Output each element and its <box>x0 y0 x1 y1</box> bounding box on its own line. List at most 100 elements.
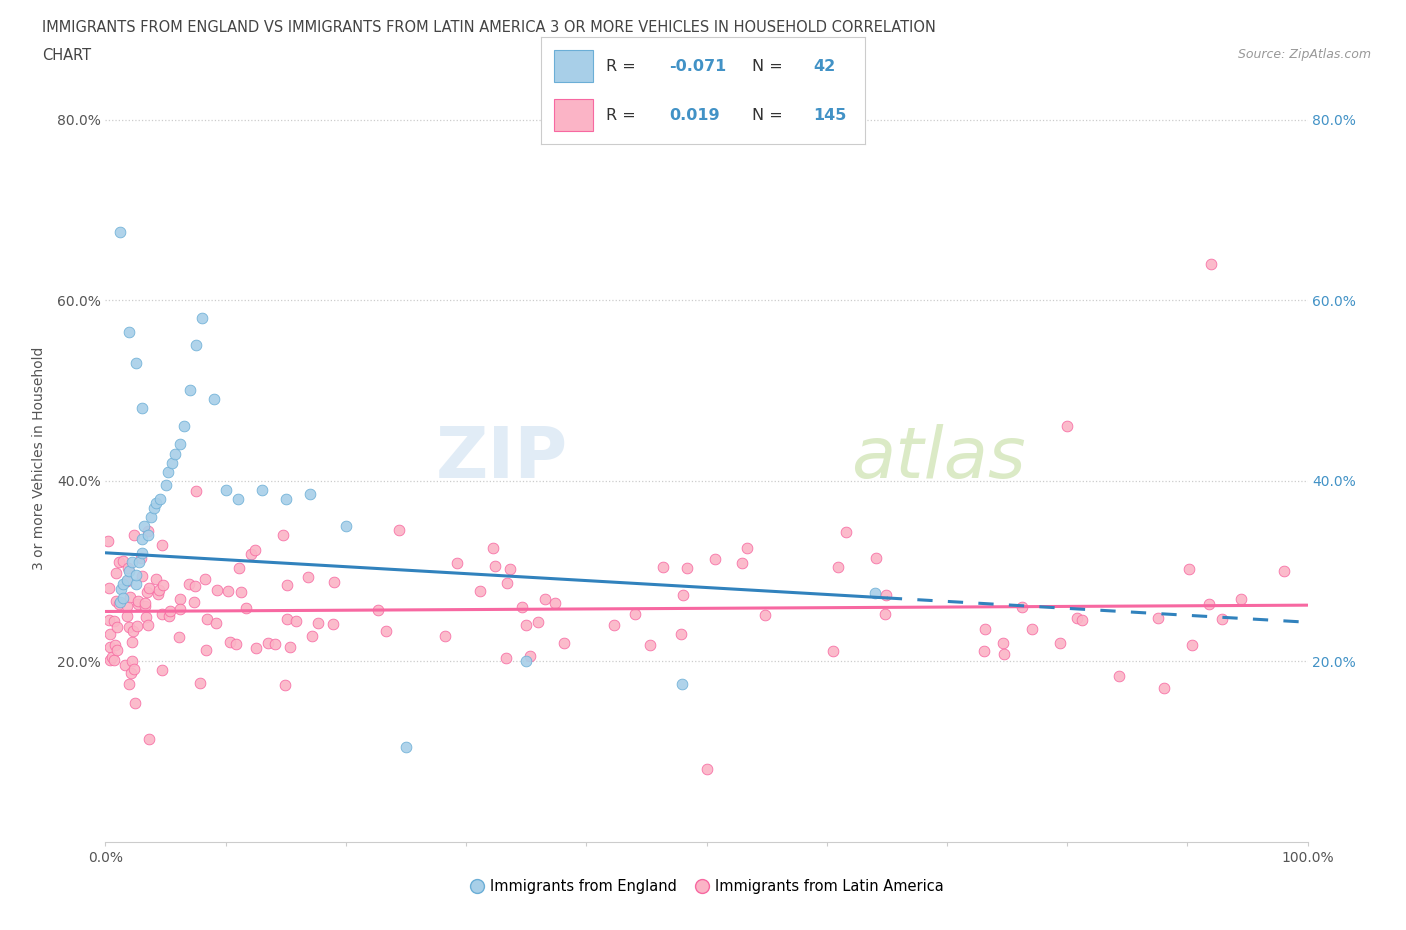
Point <box>122 527 145 542</box>
Point <box>139 510 162 525</box>
Point <box>135 609 157 624</box>
Point <box>124 696 146 711</box>
Point <box>98 613 121 628</box>
Point <box>240 547 263 562</box>
Point <box>231 585 253 600</box>
Point <box>127 596 149 611</box>
Point <box>108 225 131 240</box>
Point <box>188 676 211 691</box>
Text: atlas: atlas <box>851 423 1025 493</box>
Point <box>298 486 321 501</box>
Point <box>875 588 897 603</box>
Point <box>121 554 143 569</box>
Point <box>136 527 159 542</box>
Point <box>553 635 575 650</box>
Point <box>395 739 418 754</box>
Point <box>482 540 505 555</box>
Point <box>134 595 156 610</box>
Point <box>271 528 294 543</box>
Point <box>307 616 329 631</box>
Point <box>1178 562 1201 577</box>
Point <box>169 602 191 617</box>
Point <box>121 634 143 649</box>
Point <box>603 618 626 632</box>
Point <box>117 608 139 623</box>
Point <box>165 446 187 461</box>
Point <box>284 614 307 629</box>
Point <box>468 584 491 599</box>
Point <box>274 677 297 692</box>
Point <box>1108 669 1130 684</box>
Text: ZIP: ZIP <box>436 423 568 493</box>
Point <box>124 568 146 583</box>
Text: N =: N = <box>751 108 787 123</box>
Point <box>194 643 217 658</box>
Text: 145: 145 <box>813 108 846 123</box>
Point <box>169 591 191 606</box>
Text: CHART: CHART <box>42 48 91 63</box>
Point <box>974 621 997 636</box>
Point <box>214 482 236 497</box>
Point <box>131 401 153 416</box>
Point <box>134 599 156 614</box>
Point <box>132 518 155 533</box>
Point <box>120 665 142 680</box>
Point <box>194 572 217 587</box>
Point <box>108 597 131 612</box>
Point <box>671 676 693 691</box>
Point <box>135 584 157 599</box>
Point <box>177 577 200 591</box>
Point <box>278 640 301 655</box>
Point <box>1230 591 1253 606</box>
Point <box>150 663 173 678</box>
Text: -0.071: -0.071 <box>669 59 727 73</box>
Point <box>125 618 148 633</box>
Point <box>129 551 152 565</box>
Point <box>148 582 170 597</box>
Point <box>98 627 121 642</box>
Point <box>202 392 225 406</box>
Point <box>484 559 506 574</box>
Point <box>184 338 207 352</box>
Point <box>827 560 849 575</box>
Point <box>156 464 179 479</box>
Point <box>118 676 141 691</box>
Point <box>112 577 135 591</box>
Point <box>219 634 242 649</box>
Point <box>115 573 138 588</box>
Point <box>1211 612 1233 627</box>
Point <box>115 598 138 613</box>
Y-axis label: 3 or more Vehicles in Household: 3 or more Vehicles in Household <box>31 346 45 570</box>
Point <box>1153 681 1175 696</box>
Point <box>105 643 128 658</box>
Point <box>148 491 170 506</box>
Point <box>167 630 190 644</box>
Point <box>217 583 239 598</box>
Point <box>136 524 159 538</box>
Point <box>1181 637 1204 652</box>
Point <box>638 637 661 652</box>
Point <box>367 603 389 618</box>
Point <box>1066 611 1088 626</box>
Point <box>228 561 250 576</box>
Point <box>1049 636 1071 651</box>
Point <box>873 606 896 621</box>
Point <box>104 565 127 580</box>
Point <box>118 619 141 634</box>
Text: R =: R = <box>606 108 641 123</box>
Text: N =: N = <box>751 59 787 73</box>
Point <box>624 607 647 622</box>
Point <box>335 518 357 533</box>
Point <box>146 587 169 602</box>
Point <box>112 554 135 569</box>
Point <box>118 564 141 578</box>
Point <box>121 654 143 669</box>
Point <box>105 619 128 634</box>
Point <box>735 541 758 556</box>
Point <box>120 590 142 604</box>
Point <box>374 623 396 638</box>
Point <box>179 383 201 398</box>
Point <box>323 575 346 590</box>
Point <box>865 551 887 566</box>
Point <box>1056 419 1078 434</box>
